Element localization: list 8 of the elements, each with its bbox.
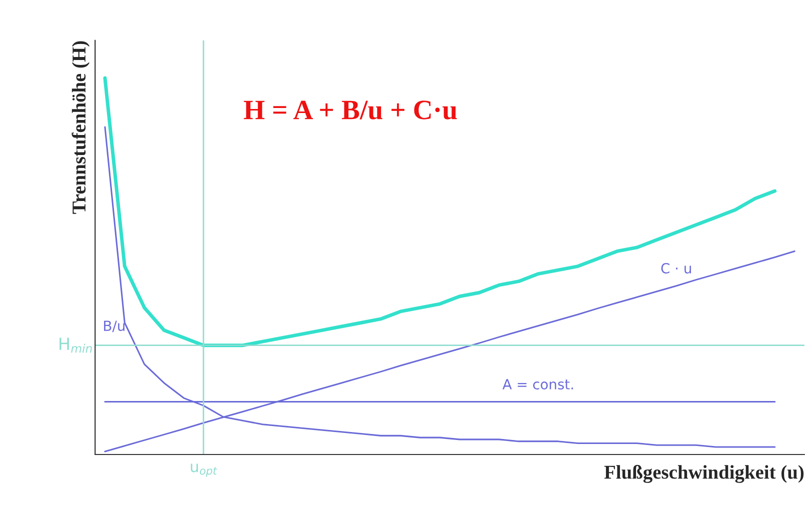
annotation: H = A + B/u + C·u — [244, 100, 457, 120]
x-axis-title: Flußgeschwindigkeit (u) — [604, 464, 804, 483]
series-label: A = const. — [502, 379, 573, 390]
y-axis-title: Trennstufenhöhe (H) — [72, 41, 90, 214]
series-label: C · u — [661, 263, 691, 274]
text: u$_{opt}$ — [190, 464, 218, 477]
series-label: B/u — [104, 320, 124, 332]
ref-line-label: H$_{min}$ — [60, 338, 92, 353]
